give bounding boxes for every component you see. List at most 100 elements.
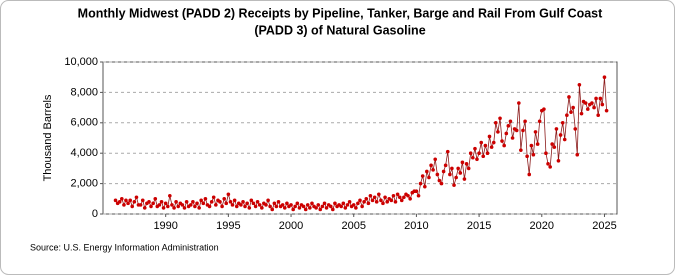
point (504, 131, 509, 136)
point (466, 166, 471, 171)
plot-area (102, 61, 618, 215)
point (142, 206, 147, 210)
point (423, 184, 427, 189)
point (239, 203, 243, 207)
point (230, 203, 235, 207)
point (324, 206, 329, 210)
point (360, 204, 364, 209)
point (496, 130, 500, 134)
point (209, 200, 214, 204)
point (207, 204, 212, 209)
point (531, 152, 536, 157)
point (280, 203, 285, 207)
point (113, 198, 118, 203)
point (579, 111, 584, 116)
point (339, 204, 343, 209)
point (195, 201, 199, 206)
point (301, 204, 306, 209)
point (374, 200, 379, 204)
point (272, 201, 277, 206)
point (535, 142, 540, 146)
point (558, 133, 563, 137)
point (310, 201, 314, 206)
point (276, 200, 281, 204)
point (560, 121, 565, 125)
point (362, 200, 366, 204)
point (291, 207, 295, 212)
point (159, 200, 164, 204)
point (168, 193, 172, 198)
point (448, 172, 452, 177)
point (406, 193, 410, 198)
point (241, 200, 245, 204)
point (523, 119, 527, 124)
point (368, 193, 373, 198)
point (166, 204, 170, 209)
point (529, 143, 534, 148)
point (138, 203, 143, 207)
point (385, 200, 390, 204)
point (140, 198, 145, 203)
point (157, 203, 162, 207)
point (600, 102, 605, 107)
point (201, 201, 206, 206)
point (147, 200, 151, 204)
point (462, 177, 467, 181)
point (122, 203, 126, 207)
point (293, 204, 297, 209)
point (458, 171, 463, 175)
point (481, 154, 486, 159)
point (132, 200, 137, 204)
point (381, 201, 385, 206)
point (391, 193, 396, 198)
point (318, 207, 323, 212)
point (596, 113, 600, 117)
point (176, 204, 181, 209)
point (395, 192, 400, 197)
point (433, 157, 438, 162)
point (569, 110, 573, 114)
point (577, 83, 582, 87)
point (439, 181, 444, 186)
point (247, 206, 252, 210)
point (571, 105, 575, 110)
point (420, 174, 425, 178)
x-tick-label: 1995 (216, 220, 240, 232)
point (554, 127, 559, 131)
point (460, 160, 465, 165)
x-tick-label: 1990 (153, 220, 177, 232)
point (473, 146, 477, 151)
point (402, 195, 406, 200)
point (445, 149, 450, 154)
point (343, 206, 348, 210)
point (199, 198, 203, 203)
source: Source: U.S. Energy Information Administ… (30, 242, 219, 252)
point (542, 107, 546, 111)
point (161, 206, 166, 210)
point (126, 201, 130, 206)
point (427, 175, 431, 180)
point (151, 201, 155, 206)
point (222, 197, 227, 201)
point (583, 101, 588, 105)
point (475, 157, 479, 162)
point (274, 204, 279, 209)
point (134, 195, 139, 200)
point (268, 204, 272, 209)
point (366, 201, 371, 206)
y-axis-label: Thousand Barrels (42, 94, 54, 181)
point (243, 204, 247, 209)
point (487, 134, 492, 139)
point (471, 155, 475, 160)
point (184, 200, 189, 204)
x-tick-label: 2010 (404, 220, 428, 232)
point (431, 168, 435, 172)
point (226, 192, 231, 197)
point (533, 130, 538, 134)
point (521, 128, 525, 133)
point (464, 162, 469, 166)
point (414, 189, 419, 193)
point (517, 101, 521, 105)
point (498, 116, 502, 121)
